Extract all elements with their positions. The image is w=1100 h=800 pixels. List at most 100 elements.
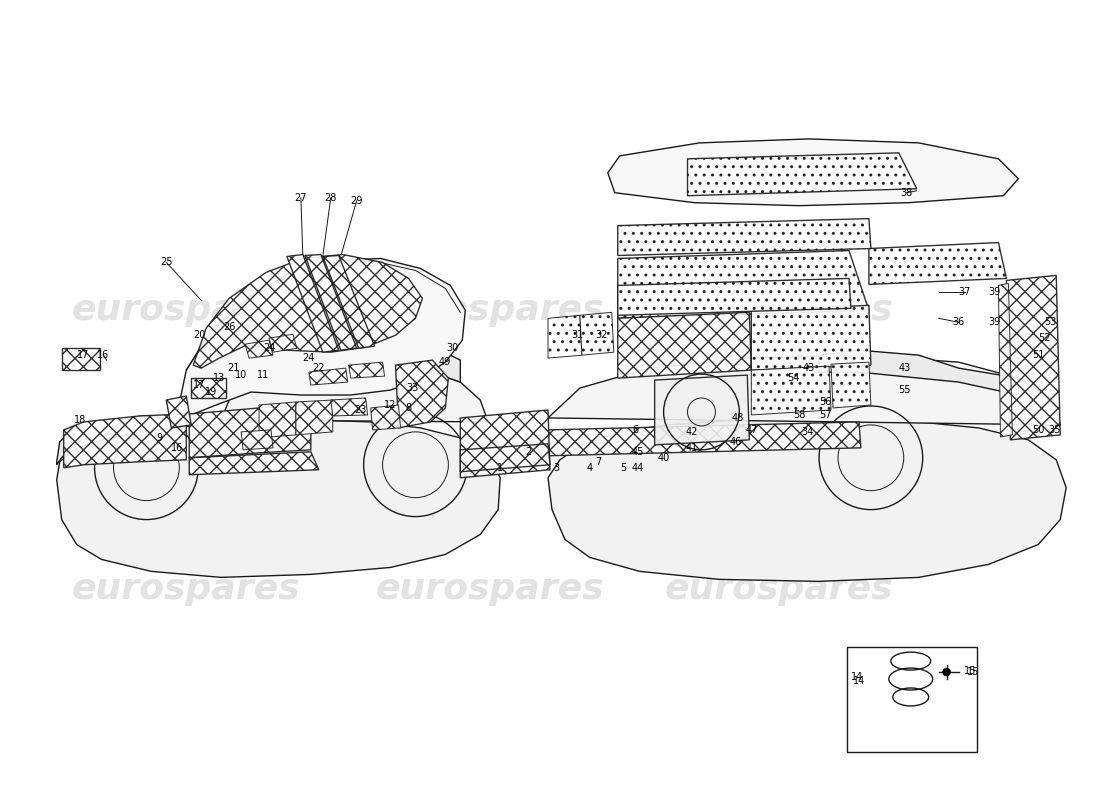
Polygon shape <box>580 312 614 355</box>
Text: 39: 39 <box>988 318 1001 327</box>
Text: eurospares: eurospares <box>664 572 893 606</box>
Text: 12: 12 <box>384 400 397 410</box>
Text: 36: 36 <box>953 318 965 327</box>
Text: 43: 43 <box>899 363 911 373</box>
Polygon shape <box>618 218 871 255</box>
Text: 29: 29 <box>351 196 363 206</box>
Text: 55: 55 <box>899 385 911 395</box>
Text: 1: 1 <box>497 462 503 473</box>
Polygon shape <box>460 444 550 472</box>
Text: 31: 31 <box>572 330 584 340</box>
Text: 18: 18 <box>74 415 86 425</box>
Text: 11: 11 <box>257 370 270 380</box>
Text: 32: 32 <box>595 330 608 340</box>
Polygon shape <box>241 430 273 450</box>
Circle shape <box>943 668 950 676</box>
Text: 2: 2 <box>525 447 531 457</box>
Text: 5: 5 <box>620 462 627 473</box>
Text: 24: 24 <box>302 353 315 363</box>
Text: 13: 13 <box>213 373 226 383</box>
Text: 27: 27 <box>295 193 307 202</box>
Polygon shape <box>194 254 422 368</box>
Text: 44: 44 <box>631 462 644 473</box>
Polygon shape <box>371 405 400 430</box>
Text: 41: 41 <box>685 443 697 453</box>
Text: 8: 8 <box>406 403 411 413</box>
Text: 53: 53 <box>1044 318 1056 327</box>
Polygon shape <box>999 283 1012 437</box>
Polygon shape <box>1006 275 1060 440</box>
Text: 57: 57 <box>818 410 832 420</box>
Text: 17: 17 <box>77 350 90 360</box>
Polygon shape <box>245 340 273 358</box>
Text: 34: 34 <box>801 427 813 437</box>
Polygon shape <box>751 366 830 415</box>
Polygon shape <box>688 153 916 196</box>
Polygon shape <box>258 402 296 438</box>
Text: 28: 28 <box>324 193 337 202</box>
Polygon shape <box>287 254 339 352</box>
Text: 33: 33 <box>406 383 419 393</box>
Text: eurospares: eurospares <box>376 294 605 327</box>
Text: 35: 35 <box>1048 425 1060 435</box>
Text: eurospares: eurospares <box>72 572 300 606</box>
Text: 48: 48 <box>732 413 744 423</box>
Text: 6: 6 <box>632 425 639 435</box>
Text: 46: 46 <box>729 437 741 447</box>
Polygon shape <box>548 315 582 358</box>
Text: 47: 47 <box>745 425 758 435</box>
Polygon shape <box>176 258 465 418</box>
Text: 4: 4 <box>586 462 593 473</box>
Text: 16: 16 <box>98 350 110 360</box>
Polygon shape <box>189 405 311 458</box>
Polygon shape <box>311 338 460 382</box>
Text: 43: 43 <box>803 363 815 373</box>
Text: 38: 38 <box>901 188 913 198</box>
Polygon shape <box>270 334 297 352</box>
Text: 20: 20 <box>192 330 206 340</box>
Polygon shape <box>869 242 1006 285</box>
Text: eurospares: eurospares <box>664 294 893 327</box>
Polygon shape <box>309 368 348 385</box>
Text: 51: 51 <box>1032 350 1045 360</box>
Text: 37: 37 <box>958 287 970 298</box>
Polygon shape <box>618 278 851 315</box>
Polygon shape <box>396 360 449 428</box>
Bar <box>847 647 977 752</box>
Polygon shape <box>221 362 488 422</box>
Text: 23: 23 <box>354 405 366 415</box>
Text: 17: 17 <box>192 380 206 390</box>
Polygon shape <box>820 350 1019 395</box>
Polygon shape <box>322 255 375 348</box>
Polygon shape <box>57 426 81 465</box>
Text: eurospares: eurospares <box>72 294 300 327</box>
Polygon shape <box>608 139 1019 206</box>
Bar <box>62 348 100 370</box>
Polygon shape <box>57 420 500 578</box>
Bar <box>191 378 227 398</box>
Text: 30: 30 <box>447 343 459 353</box>
Polygon shape <box>331 398 367 416</box>
Text: 39: 39 <box>988 287 1001 298</box>
Text: 19: 19 <box>205 387 218 397</box>
Text: 10: 10 <box>235 370 248 380</box>
Polygon shape <box>64 414 186 468</box>
Polygon shape <box>830 362 871 408</box>
Polygon shape <box>548 422 861 456</box>
Polygon shape <box>189 452 319 474</box>
Text: 54: 54 <box>786 373 800 383</box>
Text: 42: 42 <box>685 427 697 437</box>
Text: eurospares: eurospares <box>376 572 605 606</box>
Polygon shape <box>296 400 333 435</box>
Text: 50: 50 <box>1032 425 1045 435</box>
Polygon shape <box>751 306 871 370</box>
Text: 16: 16 <box>172 443 184 453</box>
Text: 58: 58 <box>793 410 805 420</box>
Polygon shape <box>618 250 869 318</box>
Text: 14: 14 <box>852 676 865 686</box>
Text: 49: 49 <box>438 357 451 367</box>
Text: 22: 22 <box>312 363 326 373</box>
Polygon shape <box>654 375 749 445</box>
Text: 15: 15 <box>965 666 977 676</box>
Text: 15: 15 <box>967 667 980 677</box>
